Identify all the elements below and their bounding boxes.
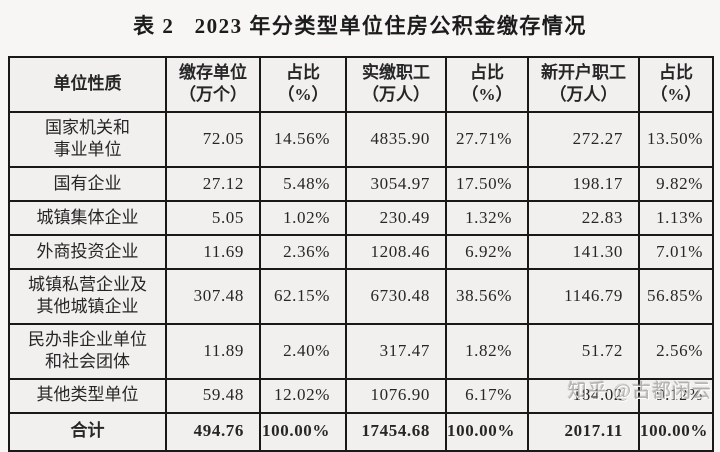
table-body: 国家机关和 事业单位 72.05 14.56% 4835.90 27.71% 272.27…: [8, 110, 714, 452]
table-row: 国家机关和 事业单位 72.05 14.56% 4835.90 27.71% 272.27…: [8, 110, 714, 168]
value-cell: 59.48: [165, 377, 261, 414]
value-cell: 5.05: [165, 199, 261, 236]
value-cell: 7.01%: [638, 233, 714, 270]
unit-type-cell: 国家机关和 事业单位: [8, 110, 167, 168]
value-cell: 38.56%: [445, 267, 529, 325]
header-cell-4: 占比 （%）: [445, 56, 529, 113]
header-cell-2: 占比 （%）: [259, 56, 347, 113]
unit-type-cell: 城镇私营企业及 其他城镇企业: [8, 267, 167, 325]
value-cell: 1146.79: [527, 267, 640, 325]
unit-type-cell: 合计: [8, 411, 167, 452]
value-cell: 11.89: [165, 322, 261, 380]
header-cell-6: 占比 （%）: [638, 56, 714, 113]
total-row: 合计 494.76 100.00% 17454.68 100.00% 2017.11 100…: [8, 411, 714, 452]
value-cell: 198.17: [527, 165, 640, 202]
value-cell: 13.50%: [638, 110, 714, 168]
value-cell: 14.56%: [259, 110, 347, 168]
value-cell: 2.40%: [259, 322, 347, 380]
value-cell: 100.00%: [445, 411, 529, 452]
header-cell-0: 单位性质: [8, 56, 167, 113]
value-cell: 1.02%: [259, 199, 347, 236]
value-cell: 141.30: [527, 233, 640, 270]
unit-type-cell: 城镇集体企业: [8, 199, 167, 236]
value-cell: 62.15%: [259, 267, 347, 325]
value-cell: 1208.46: [345, 233, 447, 270]
header-cell-5: 新开户职工 （万人）: [527, 56, 640, 113]
value-cell: 2017.11: [527, 411, 640, 452]
value-cell: 272.27: [527, 110, 640, 168]
value-cell: 27.71%: [445, 110, 529, 168]
table-row: 城镇集体企业 5.05 1.02% 230.49 1.32% 22.83 1.13%: [8, 199, 714, 236]
value-cell: 27.12: [165, 165, 261, 202]
table-row: 民办非企业单位 和社会团体 11.89 2.40% 317.47 1.82% 51.72 2…: [8, 322, 714, 380]
value-cell: 100.00%: [638, 411, 714, 452]
value-cell: 307.48: [165, 267, 261, 325]
unit-type-cell: 国有企业: [8, 165, 167, 202]
value-cell: 72.05: [165, 110, 261, 168]
value-cell: 9.12%: [638, 377, 714, 414]
value-cell: 22.83: [527, 199, 640, 236]
value-cell: 17.50%: [445, 165, 529, 202]
table-title: 表 2 2023 年分类型单位住房公积金缴存情况: [133, 14, 587, 38]
header-row: 单位性质 缴存单位 （万个） 占比 （%） 实缴职工 （万人） 占比 （%） 新开户职工 …: [8, 56, 714, 113]
value-cell: 6.92%: [445, 233, 529, 270]
table-row: 其他类型单位 59.48 12.02% 1076.90 6.17% 184.02 9.12%: [8, 377, 714, 414]
value-cell: 2.36%: [259, 233, 347, 270]
fund-table: 单位性质 缴存单位 （万个） 占比 （%） 实缴职工 （万人） 占比 （%） 新开户职工 …: [8, 56, 714, 452]
value-cell: 17454.68: [345, 411, 447, 452]
table-row: 外商投资企业 11.69 2.36% 1208.46 6.92% 141.30 7.01%: [8, 233, 714, 270]
value-cell: 1.82%: [445, 322, 529, 380]
value-cell: 1.13%: [638, 199, 714, 236]
value-cell: 1076.90: [345, 377, 447, 414]
unit-type-cell: 外商投资企业: [8, 233, 167, 270]
value-cell: 317.47: [345, 322, 447, 380]
value-cell: 494.76: [165, 411, 261, 452]
value-cell: 12.02%: [259, 377, 347, 414]
value-cell: 100.00%: [259, 411, 347, 452]
header-cell-3: 实缴职工 （万人）: [345, 56, 447, 113]
table-header: 单位性质 缴存单位 （万个） 占比 （%） 实缴职工 （万人） 占比 （%） 新开户职工 …: [8, 56, 714, 113]
header-cell-1: 缴存单位 （万个）: [165, 56, 261, 113]
table-row: 城镇私营企业及 其他城镇企业 307.48 62.15% 6730.48 38.56% 1…: [8, 267, 714, 325]
unit-type-cell: 其他类型单位: [8, 377, 167, 414]
value-cell: 9.82%: [638, 165, 714, 202]
value-cell: 56.85%: [638, 267, 714, 325]
value-cell: 11.69: [165, 233, 261, 270]
table-row: 国有企业 27.12 5.48% 3054.97 17.50% 198.17 9.82%: [8, 165, 714, 202]
value-cell: 184.02: [527, 377, 640, 414]
value-cell: 2.56%: [638, 322, 714, 380]
value-cell: 1.32%: [445, 199, 529, 236]
value-cell: 6.17%: [445, 377, 529, 414]
value-cell: 230.49: [345, 199, 447, 236]
value-cell: 6730.48: [345, 267, 447, 325]
value-cell: 5.48%: [259, 165, 347, 202]
unit-type-cell: 民办非企业单位 和社会团体: [8, 322, 167, 380]
value-cell: 4835.90: [345, 110, 447, 168]
value-cell: 51.72: [527, 322, 640, 380]
value-cell: 3054.97: [345, 165, 447, 202]
